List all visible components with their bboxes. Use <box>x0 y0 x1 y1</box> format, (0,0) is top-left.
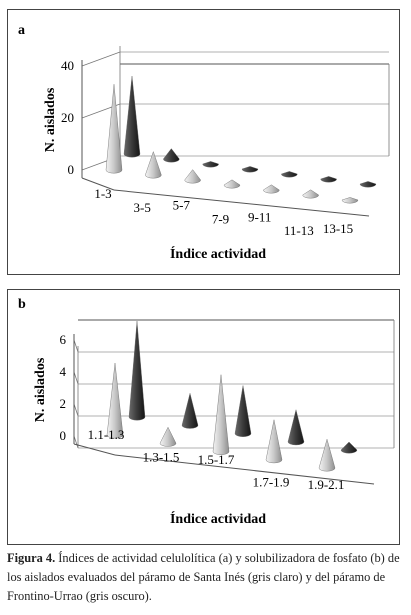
chart-a-cone-series-2 <box>281 171 298 178</box>
chart-b-floor-edge <box>73 443 116 456</box>
chart-b-y-axis-title: N. aislados <box>33 357 48 422</box>
chart-b-y-tick-label: 0 <box>60 428 67 443</box>
chart-a-cone-series-2 <box>202 161 219 168</box>
chart-b-x-axis <box>114 454 375 485</box>
chart-a-cone-series-1 <box>302 189 319 199</box>
chart-a-y-axis-title: N. aislados <box>43 87 58 152</box>
chart-panel-a: a 0 20 40 1-3 3-5 5-7 7-9 9-11 11-13 13-15 N. aisla… <box>7 9 400 275</box>
chart-a-x-tick-label: 13-15 <box>323 221 353 236</box>
chart-b-cone-series-2 <box>287 409 305 446</box>
chart-a-cone-series-1 <box>105 84 123 174</box>
chart-b-x-tick-label: 1.5-1.7 <box>198 452 235 467</box>
caption-text: Índices de actividad celulolítica (a) y … <box>7 551 400 603</box>
chart-b-y-tick-label: 6 <box>60 332 67 347</box>
chart-a-x-axis-title: Índice actividad <box>170 245 266 262</box>
chart-b-panel-label: b <box>18 297 26 312</box>
chart-a-cone-series-2 <box>320 176 337 183</box>
chart-a-cone-series-2 <box>123 75 141 158</box>
chart-b-x-tick-label: 1.3-1.5 <box>143 450 180 465</box>
chart-a-x-tick-label: 11-13 <box>284 223 314 238</box>
chart-b-x-tick-label: 1.1-1.3 <box>88 427 125 442</box>
chart-b-canvas: b 0 2 4 6 1.1-1.3 1.3-1.5 1.5-1.7 1.7-1.9 1.9-2.1… <box>18 297 395 527</box>
chart-a-cone-series-1 <box>341 197 359 204</box>
chart-a-y-tick-label: 40 <box>61 58 74 73</box>
chart-b-cone-series-1 <box>265 419 283 464</box>
chart-b-y-tick-label: 4 <box>60 364 67 379</box>
chart-a-y-tick-label: 20 <box>61 110 74 125</box>
figure-caption: Figura 4. Índices de actividad celulolít… <box>7 549 407 606</box>
chart-b-cone-series-2 <box>340 441 358 454</box>
chart-a-canvas: a 0 20 40 1-3 3-5 5-7 7-9 9-11 11-13 13-15 N. aisla… <box>18 23 390 262</box>
chart-a-gridline-side <box>81 51 121 67</box>
chart-a-y-tick-label: 0 <box>68 162 75 177</box>
chart-a-x-tick-label: 7-9 <box>212 212 229 227</box>
chart-b-x-axis-title: Índice actividad <box>170 510 266 527</box>
chart-a-panel-label: a <box>18 23 25 38</box>
chart-a-cone-series-1 <box>223 179 241 189</box>
chart-b-cone-series-1 <box>106 362 124 439</box>
chart-b-cone-series-1 <box>318 438 336 472</box>
caption-label: Figura 4. <box>7 551 56 565</box>
chart-b-x-tick-label: 1.7-1.9 <box>253 475 290 490</box>
chart-a-x-axis <box>113 189 370 217</box>
chart-b-cone-series-2 <box>128 320 146 421</box>
chart-a-cone-series-1 <box>263 184 280 194</box>
chart-a-x-tick-label: 5-7 <box>173 198 191 213</box>
chart-b-gridline-side <box>73 339 79 353</box>
chart-a-x-tick-label: 9-11 <box>248 209 271 224</box>
chart-b-gridline-side <box>73 403 79 417</box>
chart-b-cone-series-1 <box>212 374 230 455</box>
chart-panel-b: b 0 2 4 6 1.1-1.3 1.3-1.5 1.5-1.7 1.7-1.9 1.9-2.1… <box>7 289 400 545</box>
chart-b-x-tick-label: 1.9-2.1 <box>308 477 345 492</box>
chart-a-x-tick-label: 1-3 <box>94 186 111 201</box>
chart-b-gridline-side <box>73 435 79 449</box>
chart-b-y-tick-label: 2 <box>60 396 67 411</box>
chart-a-x-tick-label: 3-5 <box>133 200 150 215</box>
chart-b-cone-series-1 <box>159 426 177 447</box>
chart-a-cone-series-1 <box>184 169 201 184</box>
chart-b-gridline-side <box>73 371 79 385</box>
chart-a-floor-edge <box>81 177 115 191</box>
chart-a-cone-series-2 <box>163 148 180 163</box>
chart-b-cone-series-2 <box>181 393 199 429</box>
chart-b-cone-series-2 <box>234 385 252 437</box>
chart-a-cone-series-1 <box>145 150 162 179</box>
chart-a-cone-series-2 <box>241 166 259 173</box>
chart-a-cone-series-2 <box>359 181 377 188</box>
